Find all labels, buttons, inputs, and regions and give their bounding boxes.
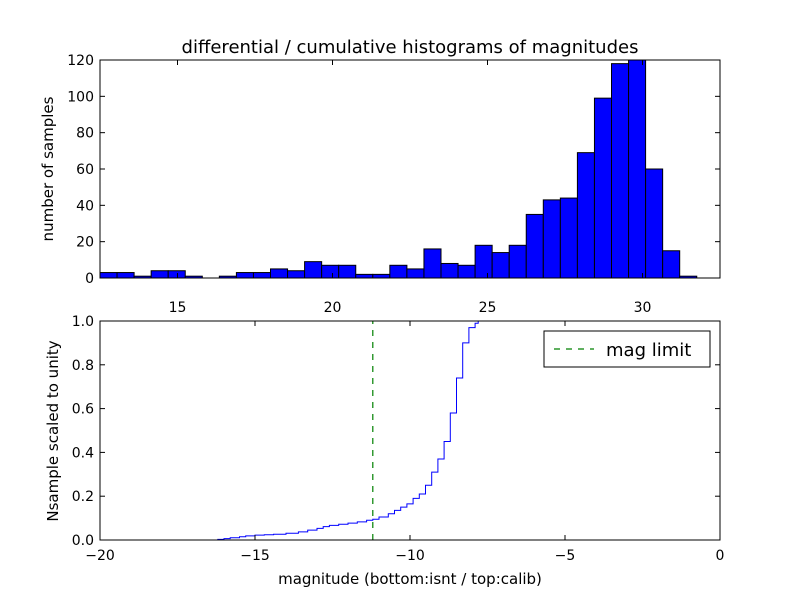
histogram-bar	[645, 168, 664, 279]
histogram-bar	[474, 244, 493, 279]
histogram-bar	[611, 63, 630, 279]
histogram-bar	[287, 270, 306, 279]
x-tick-label: −5	[555, 548, 576, 564]
histogram-bar	[440, 262, 459, 279]
histogram-bar	[355, 273, 374, 279]
plot-frame	[99, 320, 721, 541]
histogram-bar	[167, 270, 186, 279]
histogram-bars	[99, 59, 698, 279]
y-tick-label: 0.4	[72, 445, 94, 461]
histogram-bar	[304, 261, 323, 279]
x-tick-label: 0	[716, 548, 725, 564]
x-axis-ticks: 15 20 25 30	[169, 60, 652, 316]
y-tick-label: 120	[67, 53, 94, 69]
y-tick-label: 80	[76, 126, 94, 142]
chart-title: differential / cumulative histograms of …	[182, 37, 639, 58]
y-tick-label: 1.0	[72, 314, 94, 330]
legend-entry-label: mag limit	[606, 340, 691, 361]
histogram-bar	[252, 272, 271, 279]
histogram-bar	[593, 97, 613, 279]
histogram-bar	[372, 273, 391, 279]
series-lines	[100, 320, 719, 541]
histogram-panel: differential / cumulative histograms of …	[39, 37, 721, 316]
histogram-bar	[406, 268, 425, 279]
histogram-bar	[576, 152, 595, 279]
y-tick-label: 0.8	[72, 358, 94, 374]
y-tick-label: 0.6	[72, 402, 94, 418]
legend: mag limit	[543, 330, 711, 368]
y-axis-label: Nsample scaled to unity	[44, 340, 62, 521]
x-tick-label: −20	[85, 548, 115, 564]
y-tick-label: 60	[76, 162, 94, 178]
x-tick-label: 20	[324, 300, 342, 316]
x-tick-label: 25	[479, 300, 497, 316]
histogram-bar	[662, 250, 681, 279]
histogram-bar	[423, 248, 442, 279]
cumulative-step-line	[100, 320, 719, 541]
histogram-bar	[270, 268, 289, 279]
x-tick-label: −10	[395, 548, 425, 564]
x-tick-label: 30	[634, 300, 652, 316]
histogram-bar	[491, 252, 510, 279]
y-axis-ticks: 0 20 40 60 80 100 120	[67, 53, 720, 287]
histogram-bar	[542, 199, 561, 279]
histogram-bar	[235, 272, 254, 279]
histogram-bar	[559, 197, 578, 279]
histogram-bar	[457, 264, 476, 279]
x-tick-label: 15	[169, 300, 187, 316]
y-tick-label: 100	[67, 89, 94, 105]
histogram-bar	[389, 264, 408, 279]
y-tick-label: 0.2	[72, 489, 94, 505]
y-axis-ticks: 0.0 0.2 0.4 0.6 0.8 1.0	[72, 314, 720, 549]
histogram-bar	[321, 264, 340, 279]
histogram-bar	[150, 270, 169, 279]
y-tick-label: 0.0	[72, 533, 94, 549]
x-axis-ticks: −20 −15 −10 −5 0	[85, 321, 724, 564]
y-tick-label: 0	[85, 271, 94, 287]
histogram-bar	[525, 213, 544, 279]
histogram-bar	[99, 272, 118, 279]
histogram-bar	[338, 264, 357, 279]
legend-box	[543, 330, 711, 368]
y-axis-label: number of samples	[39, 96, 57, 241]
cumulative-panel: Nsample scaled to unity magnitude (botto…	[44, 314, 724, 588]
y-tick-label: 20	[76, 235, 94, 251]
histogram-bar	[508, 244, 527, 279]
x-tick-label: −15	[240, 548, 270, 564]
histogram-bar	[628, 59, 647, 279]
histogram-bar	[116, 272, 135, 279]
x-axis-label: magnitude (bottom:isnt / top:calib)	[278, 570, 542, 588]
plot-frame	[99, 59, 721, 279]
y-tick-label: 40	[76, 198, 94, 214]
